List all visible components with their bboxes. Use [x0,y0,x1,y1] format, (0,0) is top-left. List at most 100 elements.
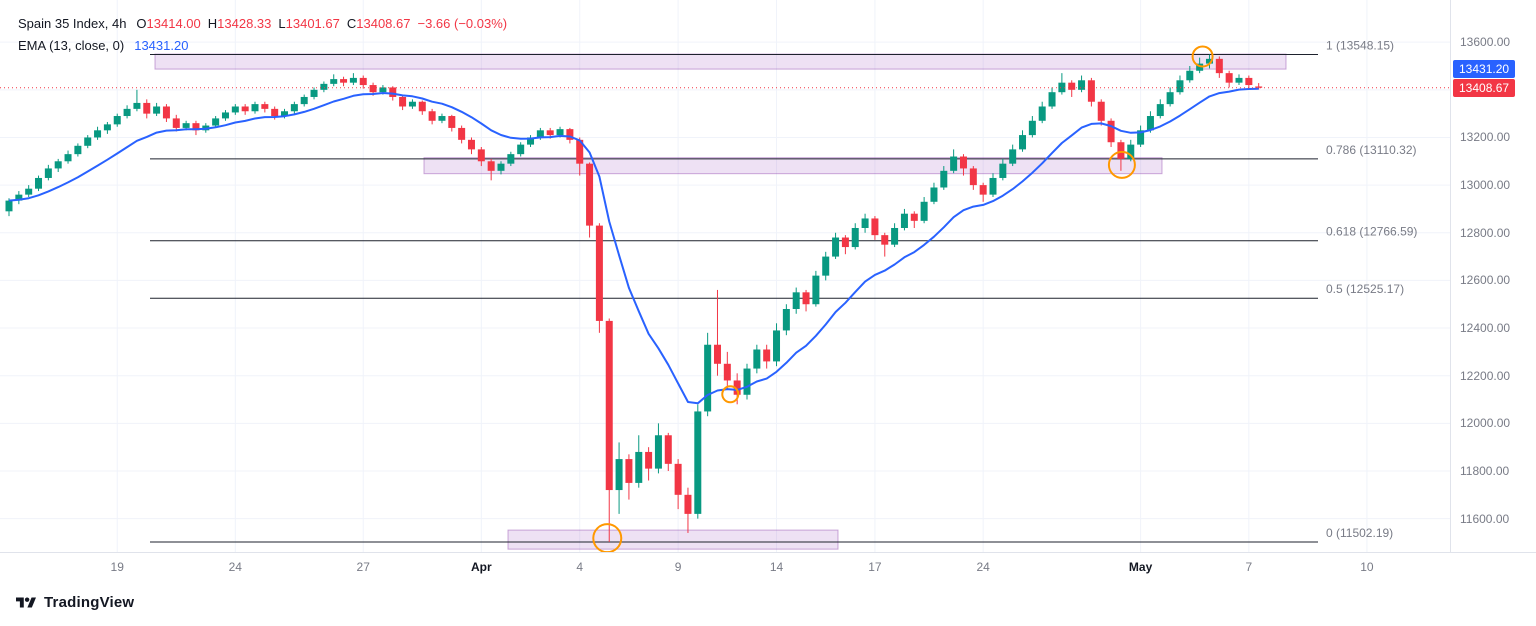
tradingview-brand[interactable]: TradingView [44,594,135,611]
candle-body [15,194,23,201]
candle-body [399,96,407,107]
candle-body [438,116,446,121]
bottom-touch-circle[interactable] [592,523,623,552]
price-scale-label: 13000.00 [1460,178,1511,193]
candle-body [408,101,416,107]
candle-body [556,129,564,136]
candle-body [645,451,653,469]
candle-body [182,123,190,128]
candle-body [261,104,269,109]
candle-body [25,188,33,195]
candle-body [1038,106,1046,121]
candle-body [1028,120,1036,136]
candle-body [802,292,810,305]
candle-body [487,161,495,171]
time-scale-label: 4 [576,560,584,574]
candle-body [586,163,594,226]
candle-body [212,118,220,126]
candle-body [231,106,239,113]
footer: TradingView [16,594,134,611]
candle-body [418,101,426,112]
time-scale[interactable]: 19 24 27 Apr 4 9 14 17 24 May 7 10 [0,552,1536,582]
candle-body [566,129,574,140]
support-zone-0786[interactable] [423,157,1163,175]
chart-plot-area[interactable]: 1 (13548.15) 0.786 (13110.32) 0.618 (12766… [0,0,1450,552]
candle-body [684,494,692,514]
price-scale[interactable]: 13600.0013400.0013200.0013000.0012800.00… [1450,0,1536,552]
candle-body [1078,80,1086,90]
candle-body [1176,80,1184,93]
candle-body [910,213,918,221]
support-zone-bottom[interactable] [507,529,839,550]
price-scale-label: 11800.00 [1460,463,1510,478]
ohlc-l: L13401.67 [278,15,340,31]
time-scale-label: 19 [110,560,124,574]
candle-body [625,459,633,483]
candle-body [851,227,859,248]
candle-body [1068,82,1076,90]
candle-body [841,237,849,248]
retest-0786-circle[interactable] [1107,150,1136,179]
candle-body [605,320,613,491]
candle-body [1186,70,1194,81]
fib-level-label: 0.618 (12766.59) [1326,225,1417,239]
candle-body [635,451,643,483]
candle-body [477,149,485,162]
symbol-ohlc-row: Spain 35 Index, 4h O13414.00 H13428.33 L13… [18,12,507,34]
ema-indicator-label[interactable]: EMA (13, close, 0) [18,37,125,53]
pullback-circle[interactable] [721,385,740,404]
candle-body [959,156,967,169]
candle-body [310,89,318,97]
candle-body [172,118,180,128]
ohlc-h: H13428.33 [207,15,272,31]
candle-body [969,168,977,186]
symbol-title[interactable]: Spain 35 Index, 4h [18,15,127,31]
candlestick-chart[interactable]: 1 (13548.15) 0.786 (13110.32) 0.618 (12766… [0,0,1450,552]
ohlc-c: C13408.67 [346,15,411,31]
candle-body [1205,58,1213,64]
candle-body [861,218,869,228]
ema-line [8,87,1259,405]
candle-body [704,344,712,412]
time-scale-label: 14 [769,560,784,574]
peak-touch-circle[interactable] [1191,45,1214,68]
time-scale-label: 10 [1360,560,1374,574]
resistance-zone-top[interactable] [154,53,1287,70]
candle-body [654,435,662,469]
price-scale-label: 12200.00 [1460,368,1511,383]
candle-body [999,163,1007,178]
candle-body [94,130,102,138]
candle-body [35,177,43,189]
candle-body [1009,149,1017,164]
candle-body [1215,58,1223,74]
candle-body [536,130,544,138]
fib-level-label: 0.5 (12525.17) [1326,282,1404,296]
candle-body [54,161,62,169]
last-price-badge: 13408.67 [1453,78,1516,97]
price-change: −3.66 (−0.03%) [417,15,508,31]
candle-body [595,225,603,321]
ohlc-values: O13414.00 H13428.33 L13401.67 C13408.67 [136,16,417,31]
candle-body [330,79,338,84]
fib-level-label: 0 (11502.19) [1326,526,1393,540]
price-scale-label: 12800.00 [1460,225,1511,240]
candle-body [713,344,721,364]
candle-body [950,156,958,171]
candle-body [64,154,72,162]
price-scale-label: 11600.00 [1460,511,1510,526]
candle-body [497,163,505,171]
candle-body [615,459,623,491]
candle-body [507,154,515,164]
candle-body [1058,82,1066,93]
candle-body [1156,104,1164,117]
tradingview-logo-icon[interactable] [16,595,36,611]
candle-body [133,102,141,109]
candle-body [812,275,820,305]
candle-body [1196,63,1204,71]
candle-body [773,330,781,362]
ema-value: 13431.20 [134,37,189,53]
candle-body [694,411,702,514]
ohlc-o: O13414.00 [136,15,201,31]
candle-body [723,363,731,381]
candle-body [1137,130,1145,145]
